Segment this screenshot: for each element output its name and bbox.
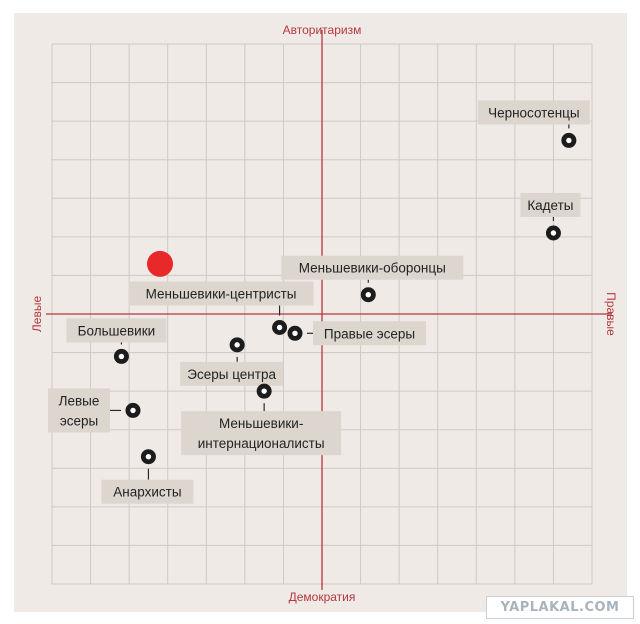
data-point-group: Правые эсеры xyxy=(287,321,426,346)
chart-panel: Авторитаризм Демократия Левые Правые Чер… xyxy=(14,13,634,619)
label-box xyxy=(180,361,284,386)
point-label: Эсеры центра xyxy=(187,367,276,382)
data-point-center xyxy=(365,292,371,298)
axes xyxy=(46,30,612,590)
data-point-group: Меньшевики-интернационалисты xyxy=(181,383,342,456)
highlight-point xyxy=(147,250,173,277)
label-box xyxy=(477,100,590,125)
watermark: YAPLAKAL.COM xyxy=(486,596,634,619)
data-point-center xyxy=(130,407,136,414)
label-box xyxy=(66,318,167,343)
label-box xyxy=(313,321,426,346)
data-point-group: Черносотенцы xyxy=(477,100,590,148)
label-box xyxy=(128,281,314,306)
data-point-group: Левые эсеры xyxy=(48,388,141,433)
data-point-center xyxy=(292,330,298,336)
data-points: ЧерносотенцыКадетыМеньшевики-оборонцыМен… xyxy=(48,100,590,504)
point-label: Анархисты xyxy=(113,485,181,500)
data-point-center xyxy=(234,342,240,348)
point-label: Меньшевики-центристы xyxy=(146,287,297,302)
point-label: Меньшевики-интернационалисты xyxy=(198,416,325,451)
point-label: Меньшевики-оборонцы xyxy=(299,261,446,276)
label-box xyxy=(281,255,464,280)
label-box xyxy=(181,411,342,456)
data-point-group: Меньшевики-центристы xyxy=(128,281,314,335)
point-label: Черносотенцы xyxy=(488,105,580,120)
label-box xyxy=(101,479,194,504)
data-point-center xyxy=(276,324,283,331)
data-point-group: Кадеты xyxy=(520,193,581,241)
data-point-center xyxy=(566,137,572,144)
point-label: Левые эсеры xyxy=(59,393,100,428)
point-label: Кадеты xyxy=(527,198,573,213)
axis-title-left: Левые xyxy=(30,296,44,333)
data-point-group: Меньшевики-оборонцы xyxy=(281,255,464,303)
data-point-center xyxy=(145,454,152,460)
axis-title-right: Правые xyxy=(604,292,618,336)
data-point-group: Большевики xyxy=(66,318,167,364)
axis-title-top: Авторитаризм xyxy=(283,23,362,37)
data-point-center xyxy=(550,230,557,236)
data-point-center xyxy=(118,353,125,360)
label-box xyxy=(520,193,581,217)
point-label: Правые эсеры xyxy=(324,326,415,341)
axis-title-bottom: Демократия xyxy=(289,590,356,604)
data-point-center xyxy=(261,388,267,394)
label-box xyxy=(48,388,110,433)
data-point-group: Эсеры центра xyxy=(180,337,284,386)
political-compass-chart: Авторитаризм Демократия Левые Правые Чер… xyxy=(30,23,618,604)
data-point-group: Анархисты xyxy=(101,449,194,504)
point-label: Большевики xyxy=(78,323,155,338)
